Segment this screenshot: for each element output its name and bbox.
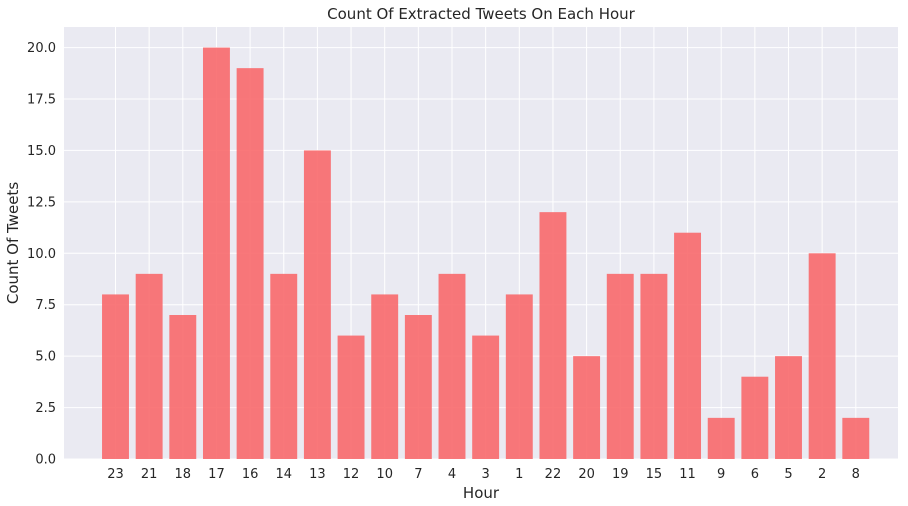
bar-19 (606, 273, 634, 459)
y-tick-label: 17.5 (27, 93, 56, 108)
x-axis-label: Hour (463, 484, 500, 502)
bar-7 (404, 315, 432, 459)
x-tick-label: 12 (343, 467, 360, 482)
x-tick-label: 9 (717, 467, 725, 482)
x-tick-label: 10 (376, 467, 393, 482)
y-axis-label: Count Of Tweets (4, 182, 22, 304)
bar-6 (741, 376, 769, 459)
bar-21 (135, 273, 163, 459)
x-tick-label: 17 (208, 467, 225, 482)
chart-title: Count Of Extracted Tweets On Each Hour (327, 5, 636, 23)
y-tick-label: 10.0 (27, 247, 56, 262)
y-tick-label: 5.0 (35, 350, 56, 365)
x-tick-label: 15 (646, 467, 663, 482)
y-tick-label: 20.0 (27, 41, 56, 56)
y-tick-label: 7.5 (35, 298, 56, 313)
bar-3 (472, 335, 500, 459)
x-tick-label: 20 (578, 467, 595, 482)
x-tick-label: 13 (309, 467, 326, 482)
x-tick-label: 7 (414, 467, 422, 482)
x-tick-label: 5 (784, 467, 792, 482)
bar-17 (202, 47, 230, 459)
x-tick-label: 22 (545, 467, 562, 482)
x-tick-label: 3 (482, 467, 490, 482)
bar-18 (169, 315, 197, 459)
bar-9 (707, 417, 735, 459)
bar-12 (337, 335, 365, 459)
x-tick-label: 18 (175, 467, 192, 482)
y-tick-label: 0.0 (35, 453, 56, 468)
bar-8 (842, 417, 870, 459)
x-tick-label: 21 (141, 467, 158, 482)
bar-13 (303, 150, 331, 459)
x-tick-label: 2 (818, 467, 826, 482)
x-tick-label: 16 (242, 467, 259, 482)
y-tick-label: 15.0 (27, 144, 56, 159)
x-tick-label: 1 (515, 467, 523, 482)
bar-15 (640, 273, 668, 459)
y-tick-label: 12.5 (27, 195, 56, 210)
bars (102, 47, 870, 460)
bar-16 (236, 68, 264, 460)
bar-4 (438, 273, 466, 459)
x-tick-label: 23 (107, 467, 124, 482)
x-tick-labels: 23 21 18 17 16 14 13 12 10 7 4 3 1 22 20 19 15 11 9 6 5 2 8 (107, 467, 860, 482)
bar-2 (808, 253, 836, 459)
x-tick-label: 19 (612, 467, 629, 482)
y-tick-label: 2.5 (35, 401, 56, 416)
bar-14 (270, 273, 298, 459)
bar-22 (539, 212, 567, 459)
bar-5 (775, 356, 802, 459)
x-tick-label: 4 (448, 467, 456, 482)
x-tick-label: 14 (275, 467, 292, 482)
x-tick-label: 6 (751, 467, 759, 482)
x-tick-label: 11 (679, 467, 696, 482)
bar-1 (505, 294, 533, 459)
x-tick-label: 8 (852, 467, 860, 482)
bar-10 (371, 294, 399, 459)
y-tick-labels: 0.0 2.5 5.0 7.5 10.0 12.5 15.0 17.5 20.0 (27, 41, 56, 467)
bar-11 (674, 232, 702, 459)
bar-20 (573, 356, 601, 459)
bar-23 (102, 294, 129, 459)
